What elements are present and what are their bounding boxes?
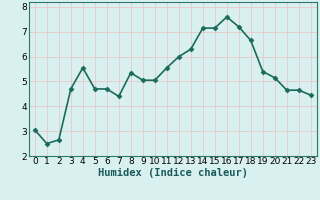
X-axis label: Humidex (Indice chaleur): Humidex (Indice chaleur) xyxy=(98,168,248,178)
